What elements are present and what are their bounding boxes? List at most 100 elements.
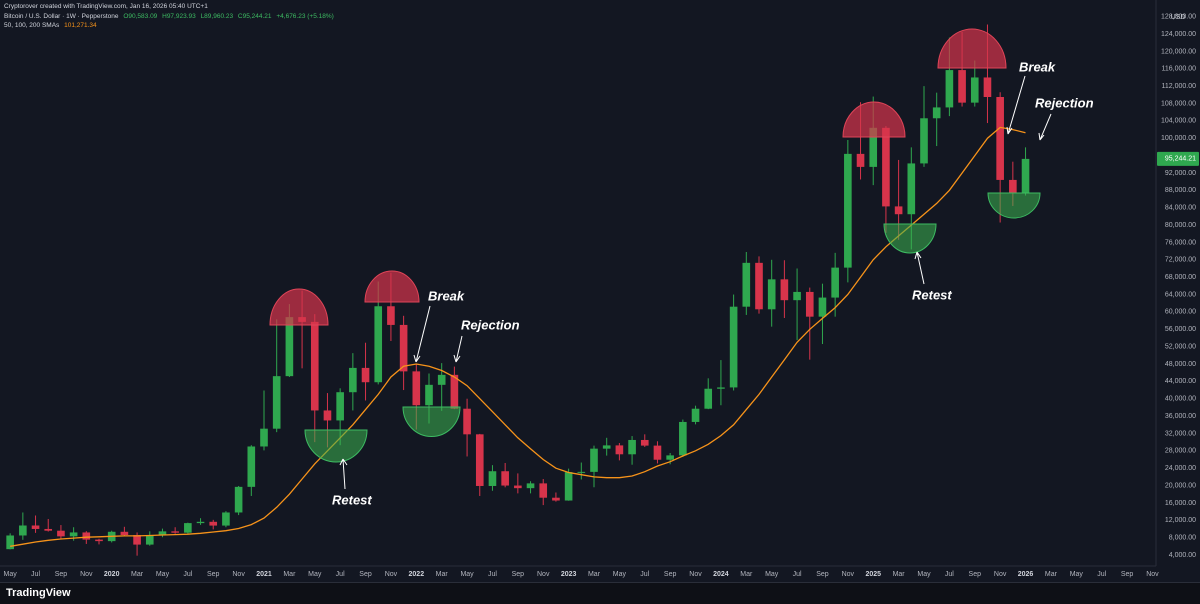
x-tick-label: 2023 bbox=[561, 571, 577, 578]
candle-body bbox=[120, 531, 129, 536]
arrow bbox=[914, 251, 925, 285]
top-dome bbox=[842, 101, 906, 138]
y-tick-label: 20,000.00 bbox=[1165, 482, 1196, 489]
candle-body bbox=[717, 387, 725, 389]
candle-body bbox=[196, 521, 205, 524]
top-dome bbox=[364, 270, 420, 303]
candle-body bbox=[755, 262, 763, 310]
x-tick-label: 2022 bbox=[409, 571, 425, 578]
y-tick-label: 68,000.00 bbox=[1165, 274, 1196, 281]
candle-body bbox=[805, 291, 814, 317]
chart: USD 4,000.00 8,000.00 12,000.00 16,000.00 20… bbox=[0, 0, 1200, 582]
candle-body bbox=[844, 153, 852, 268]
candle-body bbox=[425, 384, 433, 406]
candle-body bbox=[996, 96, 1004, 180]
x-tick-label: 2026 bbox=[1018, 571, 1034, 578]
x-tick-label: Jul bbox=[488, 571, 497, 578]
x-tick-label: Jul bbox=[1097, 571, 1106, 578]
ohlc-value: O90,583.09 bbox=[123, 13, 158, 20]
y-tick-label: 100,000.00 bbox=[1161, 135, 1196, 142]
y-tick-label: 52,000.00 bbox=[1165, 343, 1196, 350]
candle-body bbox=[742, 262, 751, 307]
candle-body bbox=[514, 485, 522, 489]
candle-body bbox=[82, 532, 91, 540]
arrow bbox=[413, 305, 431, 363]
candle-body bbox=[539, 483, 548, 498]
candle-body bbox=[780, 279, 789, 301]
annotation: Rejection bbox=[1035, 95, 1094, 110]
x-tick-label: Nov bbox=[80, 571, 93, 578]
retest-bowl bbox=[304, 429, 368, 463]
candle-body bbox=[184, 523, 192, 533]
x-tick-label: Nov bbox=[1146, 571, 1159, 578]
y-tick-label: 28,000.00 bbox=[1165, 448, 1196, 455]
candle-body bbox=[691, 408, 700, 422]
candle-body bbox=[615, 445, 624, 455]
ohlc-change: +4,676.23 (+5.18%) bbox=[276, 13, 334, 20]
candle-body bbox=[95, 539, 103, 542]
y-tick-label: 128,000.00 bbox=[1161, 14, 1196, 21]
top-dome bbox=[269, 288, 329, 326]
candle-body bbox=[552, 497, 560, 501]
y-tick-label: 112,000.00 bbox=[1161, 83, 1196, 90]
candle-body bbox=[945, 70, 954, 108]
candle-body bbox=[488, 471, 497, 486]
x-tick-label: Mar bbox=[893, 571, 906, 578]
y-tick-label: 104,000.00 bbox=[1161, 118, 1196, 125]
x-tick-label: Nov bbox=[994, 571, 1007, 578]
candle-body bbox=[932, 107, 941, 119]
brand: TradingView bbox=[6, 587, 71, 599]
candle-body bbox=[602, 445, 611, 449]
retest-bowl bbox=[987, 192, 1041, 219]
candle-body bbox=[412, 371, 421, 406]
candle-body bbox=[145, 535, 154, 545]
y-tick-label: 24,000.00 bbox=[1165, 465, 1196, 472]
x-tick-label: Jul bbox=[640, 571, 649, 578]
x-tick-label: May bbox=[4, 571, 18, 578]
candle-body bbox=[628, 439, 636, 455]
y-axis-area bbox=[1156, 0, 1200, 582]
candle-body bbox=[970, 77, 979, 103]
candle-body bbox=[133, 535, 141, 545]
candle-body bbox=[323, 410, 332, 421]
candle-body bbox=[374, 306, 383, 383]
x-tick-label: May bbox=[613, 571, 627, 578]
y-tick-label: 4,000.00 bbox=[1169, 552, 1196, 559]
annotation: Break bbox=[1019, 59, 1056, 74]
top-dome bbox=[937, 28, 1007, 69]
candle-body bbox=[69, 532, 78, 537]
x-tick-label: 2020 bbox=[104, 571, 120, 578]
candle-body bbox=[260, 428, 268, 447]
candle-body bbox=[793, 291, 801, 301]
y-tick-label: 36,000.00 bbox=[1165, 413, 1196, 420]
candle-body bbox=[907, 163, 916, 215]
y-tick-label: 40,000.00 bbox=[1165, 396, 1196, 403]
candle-body bbox=[349, 367, 357, 393]
candle-body bbox=[818, 297, 827, 317]
x-tick-label: Mar bbox=[283, 571, 296, 578]
x-tick-label: Nov bbox=[537, 571, 550, 578]
x-tick-label: Nov bbox=[385, 571, 398, 578]
x-tick-label: Jul bbox=[336, 571, 345, 578]
x-tick-label: May bbox=[156, 571, 170, 578]
x-tick-label: 2024 bbox=[713, 571, 729, 578]
x-tick-label: Jul bbox=[183, 571, 192, 578]
x-tick-label: Sep bbox=[55, 571, 68, 578]
y-tick-label: 44,000.00 bbox=[1165, 378, 1196, 385]
candle-body bbox=[387, 306, 395, 325]
x-tick-label: May bbox=[308, 571, 322, 578]
candle-body bbox=[171, 531, 179, 533]
y-tick-label: 16,000.00 bbox=[1165, 500, 1196, 507]
x-tick-label: Sep bbox=[359, 571, 372, 578]
candle-body bbox=[653, 445, 662, 460]
candle-body bbox=[247, 446, 256, 487]
candle-body bbox=[767, 279, 776, 310]
marks bbox=[6, 24, 1030, 556]
candle-body bbox=[158, 531, 167, 536]
candle-body bbox=[983, 77, 992, 97]
x-tick-label: 2021 bbox=[256, 571, 272, 578]
x-tick-label: Sep bbox=[969, 571, 982, 578]
x-tick-label: May bbox=[765, 571, 779, 578]
y-tick-label: 12,000.00 bbox=[1165, 517, 1196, 524]
